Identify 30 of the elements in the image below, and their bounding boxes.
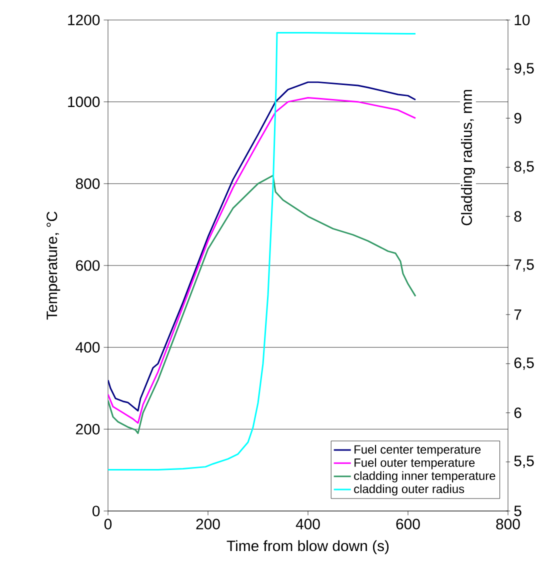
y-tick-label: 1000 (68, 96, 100, 108)
legend-label: cladding outer radius (354, 484, 464, 496)
y2-tick-label: 5,5 (514, 456, 534, 468)
x-tick-label: 800 (496, 518, 520, 530)
y2-tick-label: 9 (514, 112, 522, 124)
y2-tick-label: 5 (514, 506, 522, 516)
y2-axis-title: Cladding radius, mm (461, 90, 475, 226)
legend-label: Fuel center temperature (354, 444, 481, 456)
y-axis-title: Temperature, °C (46, 212, 60, 320)
y2-tick-label: 9,5 (514, 62, 534, 76)
y-tick-label: 1200 (68, 14, 100, 26)
y2-tick-label: 7 (514, 309, 522, 320)
x-tick-label: 0 (104, 518, 112, 530)
legend-label: cladding inner temperature (354, 471, 496, 482)
y-tick-label: 0 (92, 506, 100, 516)
y-tick-label: 200 (76, 424, 100, 434)
y2-tick-label: 6,5 (514, 358, 534, 370)
x-tick-label: 600 (396, 518, 420, 530)
x-tick-label: 400 (296, 518, 320, 530)
y-tick-label: 600 (76, 260, 100, 271)
y2-tick-label: 8,5 (514, 161, 534, 174)
y2-tick-label: 6 (514, 408, 522, 418)
y2-tick-label: 10 (514, 14, 530, 26)
y-tick-label: 400 (76, 342, 100, 353)
legend-label: Fuel outer temperature (354, 458, 475, 470)
y2-tick-label: 7,5 (514, 259, 534, 272)
x-axis-title: Time from blow down (s) (226, 540, 389, 554)
y-tick-label: 800 (76, 178, 100, 189)
x-tick-label: 200 (196, 518, 220, 530)
y2-tick-label: 8 (514, 211, 522, 222)
